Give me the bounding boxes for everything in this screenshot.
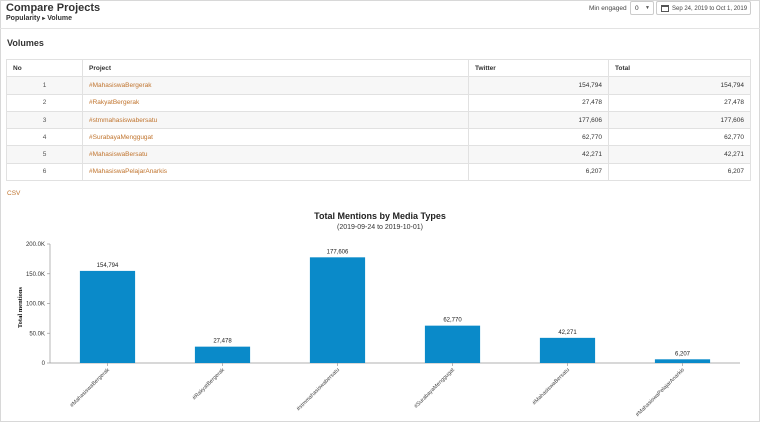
table-row: 6 #MahasiswaPelajarAnarkis 6,207 6,207 — [6, 162, 751, 182]
bar — [654, 359, 711, 363]
breadcrumb-item-popularity[interactable]: Popularity — [6, 15, 41, 22]
page-header: Compare Projects Popularity ▸ Volume Min e… — [0, 0, 760, 28]
project-link[interactable]: #MahasiswaPelajarAnarkis — [82, 162, 469, 182]
bar — [309, 257, 366, 363]
row-no: 2 — [6, 93, 83, 112]
x-tick-label: #MahasiswaBersatu — [532, 367, 571, 406]
volumes-table: No Project Twitter Total 1 #MahasiswaBer… — [6, 58, 751, 182]
min-engaged-value: 0 — [635, 5, 639, 12]
y-axis-title: Total mentions — [17, 286, 24, 328]
calendar-icon — [661, 5, 669, 12]
twitter-count: 27,478 — [468, 93, 609, 112]
chart-title: Total Mentions by Media Types — [314, 211, 446, 221]
y-tick-label: 200.0K — [26, 242, 45, 248]
total-count: 6,207 — [608, 162, 751, 182]
table-row: 4 #SurabayaMenggugat 62,770 62,770 — [6, 128, 751, 147]
table-row: 2 #RakyatBergerak 27,478 27,478 — [6, 93, 751, 112]
total-count: 62,770 — [608, 128, 751, 147]
total-count: 42,271 — [608, 145, 751, 164]
x-tick-label: #RakyatBergerak — [192, 367, 226, 401]
project-link[interactable]: #MahasiswaBergerak — [82, 76, 469, 95]
bar-value-label: 154,794 — [97, 263, 119, 269]
caret-down-icon: ▼ — [645, 5, 650, 11]
bar — [424, 325, 481, 363]
project-link[interactable]: #RakyatBergerak — [82, 93, 469, 112]
bar — [539, 337, 596, 363]
min-engaged-select[interactable]: 0 ▼ — [630, 1, 654, 15]
date-range-picker[interactable]: Sep 24, 2019 to Oct 1, 2019 — [656, 1, 751, 15]
x-tick-label: #stmmahasiswabersatu — [296, 367, 341, 412]
row-no: 4 — [6, 128, 83, 147]
bar-value-label: 42,271 — [558, 330, 577, 336]
volumes-title: Volumes — [7, 38, 44, 48]
column-header-twitter[interactable]: Twitter — [468, 58, 609, 78]
bar-value-label: 27,478 — [213, 339, 232, 345]
bar-value-label: 62,770 — [443, 318, 462, 324]
min-engaged-label: Min engaged — [589, 5, 627, 12]
breadcrumb-item-volume: Volume — [47, 15, 73, 22]
header-divider — [0, 28, 760, 29]
twitter-count: 177,606 — [468, 110, 609, 130]
y-tick-label: 50.0K — [29, 331, 45, 337]
x-tick-label: #MahasiswaPelajarAnarkis — [635, 367, 686, 418]
chart-subtitle: (2019-09-24 to 2019-10-01) — [336, 224, 423, 231]
twitter-count: 6,207 — [468, 162, 609, 182]
y-tick-label: 0 — [42, 361, 46, 367]
table-row: 5 #MahasiswaBersatu 42,271 42,271 — [6, 145, 751, 164]
twitter-count: 62,770 — [468, 128, 609, 147]
y-tick-label: 150.0K — [26, 272, 45, 278]
x-tick-label: #MahasiswaBergerak — [69, 367, 111, 409]
bar-value-label: 6,207 — [675, 351, 691, 357]
table-row: 1 #MahasiswaBergerak 154,794 154,794 — [6, 76, 751, 95]
y-tick-label: 100.0K — [26, 302, 45, 308]
x-tick-label: #SurabayaMenggugat — [413, 367, 456, 410]
bar — [194, 346, 251, 363]
project-link[interactable]: #MahasiswaBersatu — [82, 145, 469, 164]
breadcrumb: Popularity ▸ Volume — [6, 15, 72, 22]
bar-value-label: 177,606 — [327, 249, 349, 255]
column-header-total[interactable]: Total — [608, 58, 751, 78]
chevron-right-icon: ▸ — [42, 16, 46, 22]
twitter-count: 154,794 — [468, 76, 609, 95]
csv-download-link[interactable]: CSV — [7, 190, 21, 197]
bar — [79, 270, 136, 363]
total-count: 27,478 — [608, 93, 751, 112]
date-range-text: Sep 24, 2019 to Oct 1, 2019 — [672, 6, 748, 12]
row-no: 6 — [6, 162, 83, 182]
project-link[interactable]: #stmmahasiswabersatu — [82, 110, 469, 130]
page-title: Compare Projects — [6, 2, 101, 14]
